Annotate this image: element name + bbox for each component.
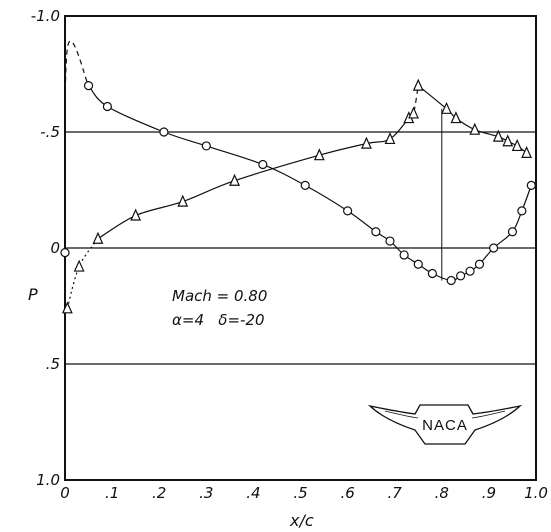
naca-logo-text: NACA xyxy=(422,417,468,434)
x-tick-label: .8 xyxy=(435,484,449,502)
y-tick-label: 1.0 xyxy=(36,471,60,489)
data-point-circle xyxy=(300,180,310,190)
series-line xyxy=(88,85,532,282)
data-point-triangle xyxy=(313,148,325,161)
naca-logo: NACA xyxy=(367,404,523,445)
data-point-triangle xyxy=(511,138,523,152)
data-point-circle xyxy=(446,275,456,286)
horizontal-gridlines xyxy=(65,131,536,365)
series-circle xyxy=(60,40,536,286)
data-point-circle xyxy=(258,159,268,170)
data-point-circle xyxy=(60,248,70,258)
data-point-circle xyxy=(83,80,94,91)
data-point-triangle xyxy=(521,145,533,158)
x-axis-label: x/c xyxy=(289,511,314,530)
y-tick-labels: -1.0 -.5 0 .5 1.0 xyxy=(31,7,60,489)
data-point-circle xyxy=(474,259,485,269)
y-tick-label: -.5 xyxy=(40,123,60,141)
x-tick-label: 1.0 xyxy=(524,484,548,502)
data-point-triangle xyxy=(469,122,481,135)
data-point-triangle xyxy=(450,111,462,124)
series-group xyxy=(60,40,536,314)
data-point-circle xyxy=(489,243,499,253)
leading-edge-dotted-curve xyxy=(66,238,99,309)
x-tick-label: .5 xyxy=(293,484,307,502)
data-point-triangle xyxy=(229,173,240,186)
y-tick-label: -1.0 xyxy=(31,7,60,25)
series-triangle xyxy=(61,78,533,314)
data-point-circle xyxy=(385,236,395,246)
data-point-circle xyxy=(456,271,466,281)
data-point-triangle xyxy=(492,129,504,142)
x-tick-labels: 0 .1 .2 .3 .4 .5 .6 .7 .8 .9 1.0 xyxy=(60,484,548,502)
data-point-circle xyxy=(399,250,409,260)
data-point-circle xyxy=(102,101,112,112)
data-point-triangle xyxy=(412,78,424,91)
x-tick-label: .6 xyxy=(340,484,354,502)
x-tick-label: .7 xyxy=(388,484,403,502)
x-tick-label: .2 xyxy=(152,484,166,502)
y-tick-label: 0 xyxy=(50,239,60,257)
y-axis-label: P xyxy=(28,285,38,304)
data-point-triangle xyxy=(61,301,73,314)
data-point-circle xyxy=(526,180,536,190)
leading-edge-dashed-curve xyxy=(64,40,90,253)
x-tick-label: .3 xyxy=(199,484,213,502)
data-point-circle xyxy=(201,141,211,151)
x-tick-label: .9 xyxy=(482,484,496,502)
data-point-circle xyxy=(427,268,437,279)
data-point-triangle xyxy=(177,194,189,207)
mach-annotation: Mach = 0.80 xyxy=(172,287,267,305)
data-point-triangle xyxy=(130,208,142,221)
data-point-circle xyxy=(343,206,353,216)
data-point-circle xyxy=(371,227,381,237)
data-point-triangle xyxy=(361,136,372,149)
naca-logo-wing xyxy=(367,404,523,445)
data-point-triangle xyxy=(384,131,396,145)
data-point-circle xyxy=(517,206,527,216)
x-tick-label: 0 xyxy=(60,484,70,502)
data-point-triangle xyxy=(408,106,419,119)
angle-annotation: α=4 δ=-20 xyxy=(172,311,265,329)
x-tick-label: .4 xyxy=(246,484,260,502)
data-point-circle xyxy=(507,227,518,237)
data-point-triangle xyxy=(502,134,514,147)
data-point-triangle xyxy=(92,231,104,244)
x-tick-label: .1 xyxy=(105,484,119,502)
naca-logo-wing-inner xyxy=(384,410,506,419)
data-point-circle xyxy=(159,127,169,137)
data-point-circle xyxy=(465,266,475,276)
data-point-circle xyxy=(413,259,423,269)
y-tick-label: .5 xyxy=(46,355,60,373)
data-point-triangle xyxy=(441,101,452,114)
data-point-triangle xyxy=(73,259,85,272)
